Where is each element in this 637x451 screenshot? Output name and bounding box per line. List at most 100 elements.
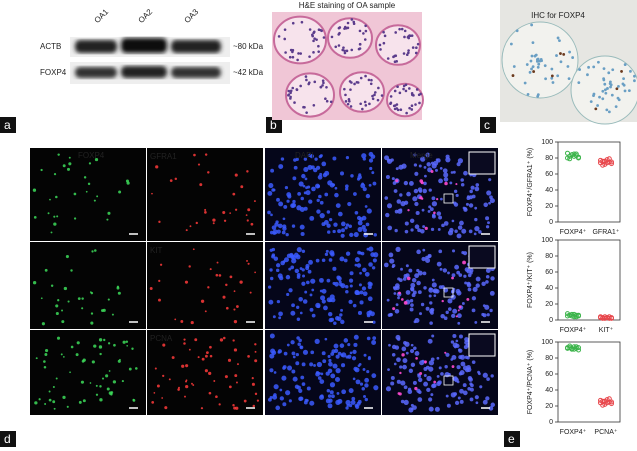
cell — [93, 344, 97, 348]
cell — [309, 400, 315, 406]
y-axis-label: FOXP4⁺/KIT⁺ (%) — [527, 252, 534, 308]
cell — [391, 177, 395, 181]
cell — [56, 215, 59, 218]
cell — [364, 205, 368, 208]
nucleus — [623, 89, 627, 93]
cell — [331, 394, 335, 399]
cell — [444, 181, 448, 186]
cell — [360, 251, 365, 256]
cell — [290, 310, 296, 316]
nucleus — [319, 85, 323, 89]
cell — [56, 336, 61, 340]
nucleus — [349, 105, 353, 108]
cell — [392, 286, 396, 290]
nucleus — [373, 93, 376, 97]
nucleus — [348, 80, 352, 83]
cell — [341, 389, 347, 395]
cell — [40, 297, 43, 300]
cell — [423, 374, 427, 378]
channel-label: PCNA — [150, 334, 173, 343]
cell — [314, 338, 320, 345]
cell — [286, 199, 290, 203]
nucleus — [537, 59, 540, 63]
cell — [436, 374, 440, 378]
cell — [315, 371, 320, 375]
cell — [441, 299, 444, 303]
cell — [338, 280, 342, 284]
cell — [301, 268, 305, 272]
cell — [293, 165, 298, 170]
point — [604, 315, 610, 321]
cell — [455, 183, 458, 186]
cell — [278, 316, 282, 320]
cell — [452, 342, 458, 348]
cell — [418, 189, 423, 193]
cell — [454, 229, 458, 233]
point — [602, 315, 608, 321]
cell — [417, 377, 423, 383]
lane-label: OA1 — [93, 7, 111, 25]
nucleus — [308, 81, 311, 84]
cell — [154, 367, 157, 370]
cell — [443, 172, 449, 178]
nucleus — [308, 28, 312, 31]
cell — [402, 358, 408, 364]
cell — [428, 360, 435, 366]
cell — [413, 153, 417, 157]
cell — [295, 254, 301, 260]
cell — [367, 296, 373, 302]
cell — [409, 299, 414, 303]
cell — [309, 307, 314, 312]
y-tick-label: 100 — [541, 237, 553, 244]
cell — [410, 228, 414, 232]
cell — [431, 334, 435, 338]
nucleus — [543, 64, 547, 68]
nucleus — [509, 42, 513, 46]
nucleus — [383, 34, 387, 38]
cell — [403, 180, 409, 186]
cell — [208, 391, 212, 395]
cell — [267, 285, 272, 289]
cell — [455, 339, 459, 343]
cell — [81, 297, 84, 300]
fluorescence-image — [265, 242, 381, 329]
cell — [155, 165, 159, 169]
nucleus — [291, 21, 295, 25]
cell — [365, 193, 371, 199]
nucleus — [597, 60, 600, 64]
cell — [305, 186, 308, 190]
channel-label: GFRA1 — [150, 152, 177, 161]
cell — [282, 366, 286, 370]
cell — [326, 223, 331, 228]
cell — [286, 343, 290, 347]
blot-band — [121, 66, 167, 78]
cell — [457, 158, 464, 164]
cell — [296, 317, 301, 321]
cell — [277, 349, 282, 354]
cell — [247, 262, 250, 265]
cell — [334, 376, 341, 382]
y-tick-label: 40 — [545, 187, 553, 194]
cell — [466, 195, 470, 199]
cell — [410, 287, 415, 292]
cell — [413, 163, 418, 167]
nucleus — [356, 81, 360, 84]
cell — [229, 275, 233, 279]
cell — [188, 265, 191, 268]
cell — [337, 211, 343, 217]
cell — [272, 315, 276, 319]
cell — [347, 343, 351, 347]
cell — [385, 386, 392, 392]
cell — [283, 204, 288, 209]
nucleus — [296, 58, 299, 62]
cell — [254, 359, 258, 363]
cell — [53, 407, 56, 410]
cell — [43, 366, 47, 369]
point — [573, 151, 579, 157]
cell — [91, 250, 94, 253]
cell — [306, 386, 311, 391]
cell — [302, 274, 306, 278]
nucleus — [395, 60, 398, 63]
y-tick-label: 80 — [545, 253, 553, 260]
y-tick-label: 100 — [541, 139, 553, 146]
